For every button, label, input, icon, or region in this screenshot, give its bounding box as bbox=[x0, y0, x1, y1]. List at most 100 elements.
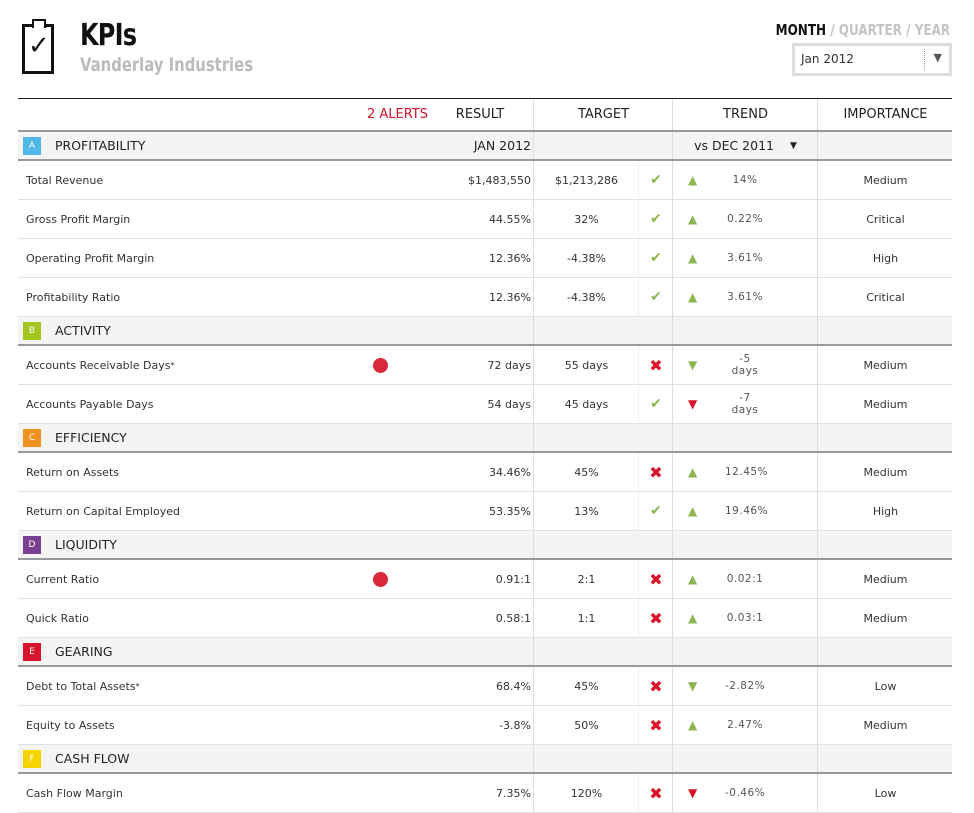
cross-icon: ✖ bbox=[649, 715, 663, 735]
importance: Medium bbox=[817, 453, 953, 491]
target-value: -4.38% bbox=[533, 278, 639, 316]
target-value: -4.38% bbox=[533, 239, 639, 277]
kpi-name: Return on Capital Employed bbox=[26, 504, 180, 518]
trend-compare-select[interactable]: vs DEC 2011 ▼ bbox=[672, 132, 818, 159]
company-name: Vanderlay Industries bbox=[80, 54, 254, 76]
importance: Medium bbox=[817, 346, 953, 384]
table-row[interactable]: Return on Assets 34.46% 45% ✖ ▲ 12.45% Me… bbox=[18, 453, 952, 492]
trend-value: 3.61% bbox=[727, 291, 763, 303]
alerts-count[interactable]: 2 ALERTS bbox=[366, 107, 428, 122]
section-header: D LIQUIDITY bbox=[18, 531, 952, 560]
cross-icon: ✖ bbox=[649, 355, 663, 375]
kpi-name: Gross Profit Margin bbox=[26, 212, 131, 226]
table-row[interactable]: Equity to Assets -3.8% 50% ✖ ▲ 2.47% Medi… bbox=[18, 706, 952, 745]
importance: Low bbox=[817, 774, 953, 812]
target-value: 120% bbox=[533, 774, 639, 812]
target-value: 50% bbox=[533, 706, 639, 744]
kpi-table: 2 ALERTS RESULT TARGET TREND IMPORTANCE … bbox=[18, 98, 952, 813]
result-value: 44.55% bbox=[489, 212, 531, 226]
trend-value: 0.02:1 bbox=[726, 573, 764, 585]
result-period: JAN 2012 bbox=[473, 138, 531, 153]
triangle-down-icon: ▼ bbox=[688, 397, 698, 411]
trend-value: 19.46% bbox=[725, 505, 769, 517]
period-year[interactable]: YEAR bbox=[914, 21, 950, 39]
triangle-up-icon: ▲ bbox=[688, 465, 698, 479]
check-icon: ✔ bbox=[650, 172, 662, 188]
importance: Medium bbox=[817, 161, 953, 199]
triangle-up-icon: ▲ bbox=[688, 718, 698, 732]
result-value: 0.91:1 bbox=[495, 572, 531, 586]
table-row[interactable]: Current Ratio 0.91:1 2:1 ✖ ▲ 0.02:1 Mediu… bbox=[18, 560, 952, 599]
section-name: EFFICIENCY bbox=[55, 430, 127, 445]
section-badge: A bbox=[23, 136, 41, 155]
table-row[interactable]: Quick Ratio 0.58:1 1:1 ✖ ▲ 0.03:1 Medium bbox=[18, 599, 952, 638]
col-importance: IMPORTANCE bbox=[817, 99, 953, 130]
clipboard-check-icon: ✓ bbox=[22, 19, 54, 74]
chevron-down-icon: ▼ bbox=[933, 51, 942, 64]
importance: Medium bbox=[817, 385, 953, 423]
result-value: 34.46% bbox=[489, 465, 531, 479]
trend-value: -7 days bbox=[731, 392, 759, 416]
section-header: B ACTIVITY bbox=[18, 317, 952, 346]
importance: Critical bbox=[817, 278, 953, 316]
table-row[interactable]: Profitability Ratio 12.36% -4.38% ✔ ▲ 3.6… bbox=[18, 278, 952, 317]
period-quarter[interactable]: QUARTER bbox=[838, 21, 902, 39]
period-month[interactable]: MONTH bbox=[775, 21, 826, 39]
trend-value: 0.22% bbox=[727, 213, 763, 225]
importance: High bbox=[817, 492, 953, 530]
target-value: 32% bbox=[533, 200, 639, 238]
kpi-name: Quick Ratio bbox=[26, 611, 89, 625]
kpi-name: Profitability Ratio bbox=[26, 290, 121, 304]
section-badge: E bbox=[23, 642, 41, 661]
target-value: 2:1 bbox=[533, 560, 639, 598]
table-row[interactable]: Cash Flow Margin 7.35% 120% ✖ ▼ -0.46% Lo… bbox=[18, 774, 952, 813]
trend-value: -2.82% bbox=[725, 680, 766, 692]
section-header: F CASH FLOW bbox=[18, 745, 952, 774]
section-name: ACTIVITY bbox=[55, 323, 111, 338]
check-icon: ✔ bbox=[650, 211, 662, 227]
table-row[interactable]: Debt to Total Assets * 68.4% 45% ✖ ▼ -2.82… bbox=[18, 667, 952, 706]
alert-dot-icon bbox=[372, 571, 388, 587]
target-value: 13% bbox=[533, 492, 639, 530]
table-row[interactable]: Return on Capital Employed 53.35% 13% ✔ … bbox=[18, 492, 952, 531]
result-value: 68.4% bbox=[496, 679, 531, 693]
importance: Medium bbox=[817, 706, 953, 744]
kpi-name: Debt to Total Assets bbox=[26, 679, 136, 693]
section-header: A PROFITABILITY JAN 2012 vs DEC 2011 ▼ bbox=[18, 132, 952, 161]
period-select[interactable]: Jan 2012 ▼ bbox=[792, 43, 952, 76]
trend-value: -5 days bbox=[731, 353, 759, 377]
cross-icon: ✖ bbox=[649, 676, 663, 696]
target-value: 45% bbox=[533, 453, 639, 491]
trend-value: 2.47% bbox=[727, 719, 763, 731]
kpi-name: Equity to Assets bbox=[26, 718, 115, 732]
page-title: KPIs bbox=[80, 18, 137, 53]
triangle-down-icon: ▼ bbox=[688, 679, 698, 693]
triangle-down-icon: ▼ bbox=[688, 358, 698, 372]
chevron-down-icon: ▼ bbox=[790, 140, 797, 151]
table-row[interactable]: Operating Profit Margin 12.36% -4.38% ✔ … bbox=[18, 239, 952, 278]
kpi-name: Return on Assets bbox=[26, 465, 119, 479]
result-value: 53.35% bbox=[489, 504, 531, 518]
section-badge: B bbox=[23, 321, 41, 340]
check-icon: ✔ bbox=[650, 503, 662, 519]
section-badge: F bbox=[23, 749, 41, 768]
section-name: PROFITABILITY bbox=[55, 138, 146, 153]
cross-icon: ✖ bbox=[649, 783, 663, 803]
col-trend: TREND bbox=[672, 99, 818, 130]
result-value: $1,483,550 bbox=[468, 173, 531, 187]
importance: Medium bbox=[817, 599, 953, 637]
result-value: 7.35% bbox=[496, 786, 531, 800]
kpi-name: Accounts Payable Days bbox=[26, 397, 154, 411]
table-row[interactable]: Accounts Payable Days 54 days 45 days ✔ … bbox=[18, 385, 952, 424]
table-row[interactable]: Total Revenue $1,483,550 $1,213,286 ✔ ▲ 1… bbox=[18, 161, 952, 200]
triangle-down-icon: ▼ bbox=[688, 786, 698, 800]
check-icon: ✔ bbox=[650, 396, 662, 412]
table-row[interactable]: Accounts Receivable Days * 72 days 55 day… bbox=[18, 346, 952, 385]
triangle-up-icon: ▲ bbox=[688, 251, 698, 265]
target-value: $1,213,286 bbox=[533, 161, 639, 199]
table-row[interactable]: Gross Profit Margin 44.55% 32% ✔ ▲ 0.22% … bbox=[18, 200, 952, 239]
kpi-name: Operating Profit Margin bbox=[26, 251, 155, 265]
section-badge: D bbox=[23, 535, 41, 554]
kpi-name: Accounts Receivable Days bbox=[26, 358, 171, 372]
kpi-name: Current Ratio bbox=[26, 572, 100, 586]
